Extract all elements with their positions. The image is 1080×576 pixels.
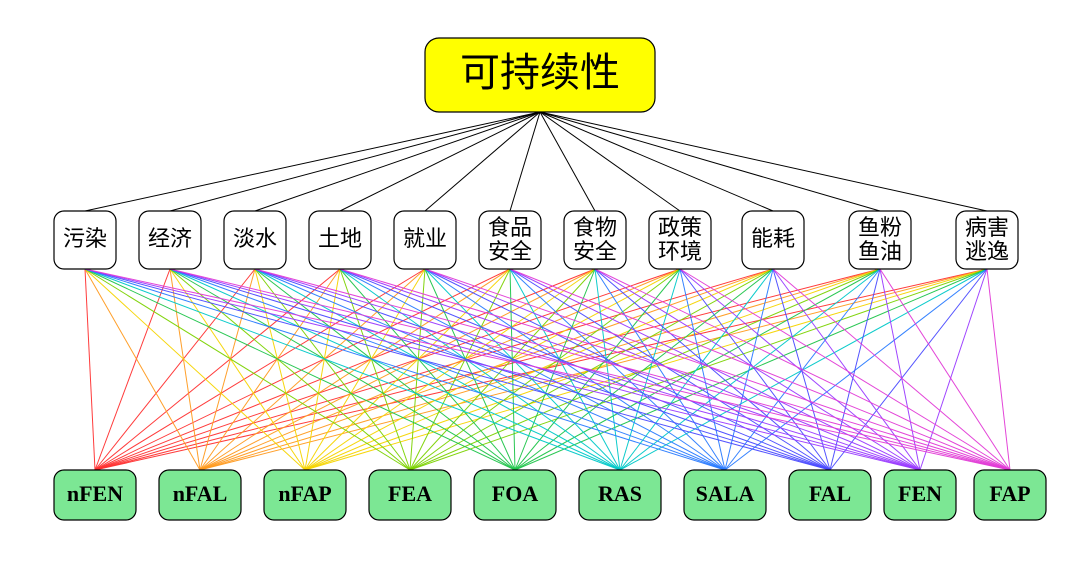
criteria-label-line1: 食品 [488,215,532,240]
criteria-label-line1: 食物 [573,215,617,240]
criteria-label-line2: 逃逸 [965,239,1009,264]
edge-criteria-to-alternative [170,269,920,470]
alternative-label: nFAL [173,481,228,506]
criteria-label-line1: 病害 [965,215,1009,240]
criteria-label-line2: 安全 [488,239,532,264]
alternative-label: nFAP [278,481,331,506]
hierarchy-diagram: 可持续性污染经济淡水土地就业食品安全食物安全政策环境能耗鱼粉鱼油病害逃逸nFEN… [0,0,1080,576]
criteria-label: 就业 [403,226,447,251]
edge-criteria-to-alternative [595,269,725,470]
root-label: 可持续性 [460,50,620,95]
edge-criteria-to-alternative [255,269,1010,470]
edge-root-to-criteria [540,112,680,211]
edge-criteria-to-alternative [410,269,510,470]
criteria-label: 经济 [148,226,192,251]
criteria-label-line1: 鱼粉 [858,215,902,240]
alternative-label: FOA [492,481,539,506]
edge-criteria-to-alternative [515,269,880,470]
edge-root-to-criteria [340,112,540,211]
criteria-label-line2: 安全 [573,239,617,264]
edge-root-to-criteria [85,112,540,211]
edge-criteria-to-alternative [85,269,200,470]
edge-criteria-to-alternative [95,269,595,470]
criteria-label-line2: 环境 [658,239,702,264]
criteria-label: 淡水 [233,226,277,251]
alternative-label: FAP [989,481,1030,506]
edge-criteria-to-alternative [85,269,410,470]
edges-root-to-middle [85,112,987,211]
criteria-label: 污染 [63,226,107,251]
alternative-label: SALA [696,481,755,506]
edge-criteria-to-alternative [510,269,920,470]
edge-criteria-to-alternative [85,269,95,470]
edge-root-to-criteria [540,112,595,211]
alternative-label: RAS [598,481,642,506]
alternative-label: FAL [809,481,851,506]
criteria-label-line2: 鱼油 [858,239,902,264]
edge-criteria-to-alternative [255,269,725,470]
alternative-label: nFEN [67,481,123,506]
criteria-label-line1: 政策 [658,215,702,240]
edge-root-to-criteria [170,112,540,211]
edge-root-to-criteria [540,112,773,211]
alternative-label: FEN [898,481,942,506]
edge-criteria-to-alternative [920,269,987,470]
edges-middle-to-bottom [85,269,1010,470]
edge-criteria-to-alternative [85,269,1010,470]
criteria-label: 能耗 [751,226,795,251]
edge-root-to-criteria [255,112,540,211]
edge-root-to-criteria [510,112,540,211]
edge-criteria-to-alternative [170,269,410,470]
alternative-label: FEA [388,481,432,506]
edge-root-to-criteria [540,112,987,211]
criteria-label: 土地 [318,226,362,251]
edge-root-to-criteria [425,112,540,211]
edge-root-to-criteria [540,112,880,211]
